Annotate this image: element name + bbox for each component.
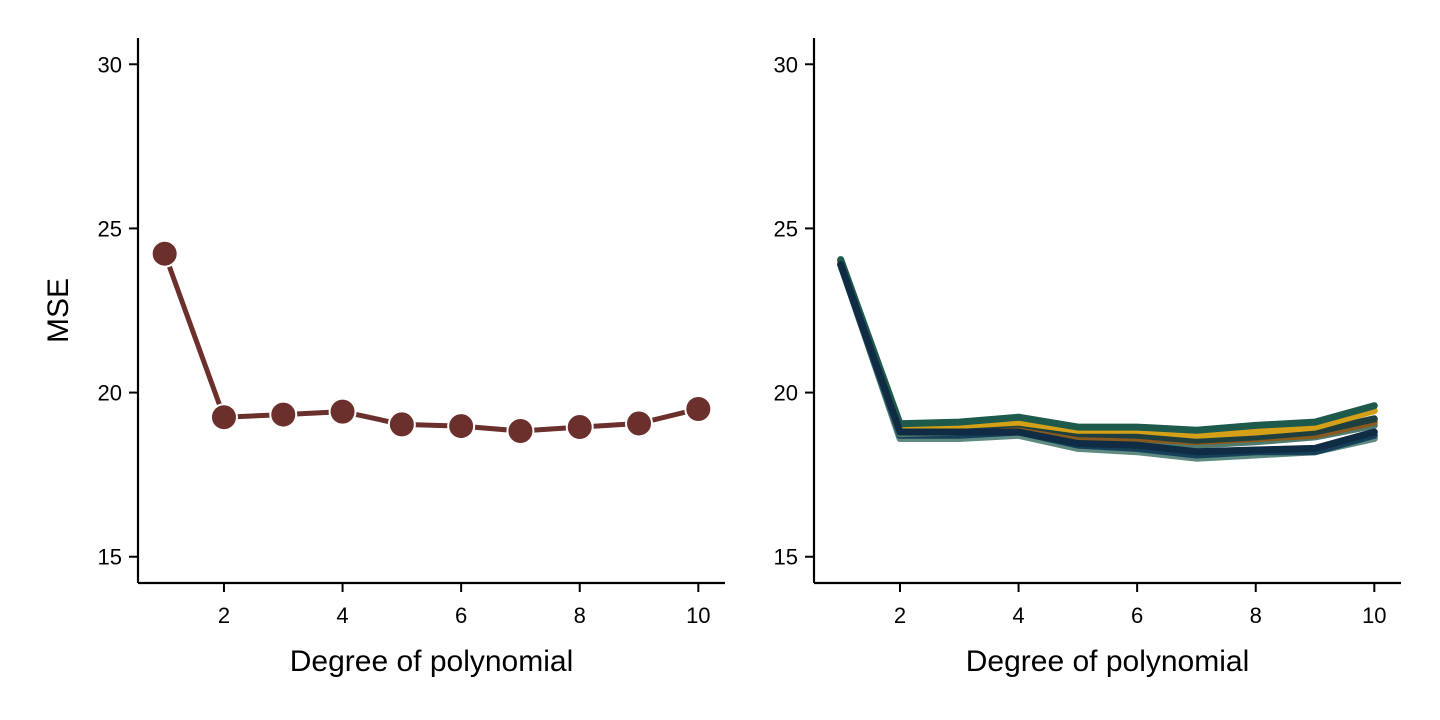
data-point (565, 413, 594, 442)
data-point (150, 239, 179, 268)
x-tick-label: 6 (455, 603, 467, 628)
series-line-7 (837, 256, 1378, 434)
series-line-8 (837, 261, 1378, 456)
left-panel: 15 20 25 30 2 4 6 8 10 Degree of polynomial MSE (42, 38, 725, 678)
y-tick-label: 30 (774, 52, 798, 77)
x-axis-title: Degree of polynomial (966, 645, 1250, 678)
data-point (209, 403, 238, 432)
data-point (328, 397, 357, 426)
y-axis-title: MSE (42, 278, 75, 343)
x-tick-label: 2 (218, 603, 230, 628)
series-line-4 (837, 257, 1378, 446)
series-line-6 (837, 257, 1378, 439)
y-tick-label: 25 (774, 216, 798, 241)
data-point (625, 409, 654, 438)
y-tick-label: 15 (98, 545, 122, 570)
x-tick-label: 8 (574, 603, 586, 628)
y-tick-label: 30 (98, 52, 122, 77)
series-line-1 (162, 251, 701, 434)
series-line-5 (837, 257, 1378, 444)
x-tick-label: 4 (1012, 603, 1024, 628)
right-panel: 15 20 25 30 2 4 6 8 10 Degree of polynomial (774, 38, 1401, 678)
data-point (447, 412, 476, 441)
x-tick-label: 2 (894, 603, 906, 628)
x-tick-label: 6 (1131, 603, 1143, 628)
data-point (387, 410, 416, 439)
x-axis-title: Degree of polynomial (290, 645, 574, 678)
y-tick-label: 15 (774, 545, 798, 570)
x-tick-label: 4 (336, 603, 348, 628)
series-line-3 (837, 259, 1378, 449)
y-tick-label: 20 (98, 381, 122, 406)
x-tick-label: 10 (1362, 603, 1386, 628)
data-point (684, 394, 713, 423)
y-tick-label: 25 (98, 216, 122, 241)
x-tick-label: 8 (1250, 603, 1262, 628)
y-tick-label: 20 (774, 381, 798, 406)
data-point (269, 400, 298, 429)
x-tick-label: 10 (686, 603, 710, 628)
data-point (506, 416, 535, 445)
